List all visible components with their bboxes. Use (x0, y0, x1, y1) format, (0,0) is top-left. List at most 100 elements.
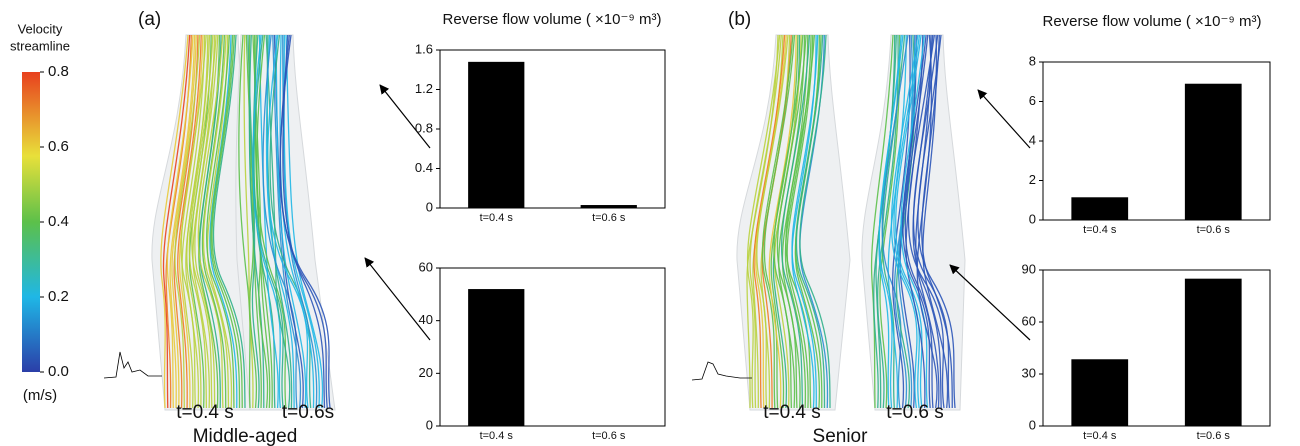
x-tick-label: t=0.6 s (592, 212, 626, 224)
streamline (211, 34, 243, 409)
streamline (283, 34, 320, 409)
y-tick-label: 0 (426, 417, 433, 432)
x-tick-label: t=0.4 s (1083, 224, 1117, 236)
streamline (177, 34, 202, 409)
streamline (890, 34, 919, 409)
colorbar-tick-label: 0.4 (48, 213, 69, 230)
streamline (181, 34, 206, 409)
streamline (275, 34, 307, 409)
bar (1071, 197, 1129, 220)
streamline (899, 34, 917, 409)
streamline (893, 34, 914, 409)
y-tick-label: 1.6 (415, 41, 433, 56)
streamline (781, 34, 809, 409)
panel-title: Reverse flow volume ( ×10⁻⁹ m³) (443, 11, 662, 28)
waveforms (103, 351, 752, 381)
streamline (188, 34, 212, 409)
streamline (256, 34, 287, 409)
panel-label: (a) (138, 9, 161, 30)
y-tick-label: 1.2 (415, 81, 433, 96)
x-tick-label: t=0.4 s (1083, 430, 1117, 442)
x-tick-label: t=0.6 s (1197, 430, 1231, 442)
y-tick-label: 0 (426, 199, 433, 214)
streamline (893, 34, 921, 409)
y-tick-label: 8 (1029, 53, 1036, 68)
bar (1184, 278, 1242, 426)
streamline (786, 34, 814, 409)
time-label: t=0.4 s (763, 402, 821, 423)
streamlines (151, 34, 966, 411)
streamline (206, 34, 233, 409)
streamline (269, 34, 312, 409)
panel-title: Reverse flow volume ( ×10⁻⁹ m³) (1043, 13, 1262, 30)
y-tick-label: 6 (1029, 93, 1036, 108)
bar (468, 289, 525, 426)
streamline (877, 34, 899, 409)
x-tick-label: t=0.6 s (1197, 224, 1231, 236)
arrow (949, 264, 1031, 341)
streamline (180, 34, 207, 409)
streamline (773, 34, 804, 409)
streamline (902, 34, 931, 409)
streamline (258, 34, 279, 409)
time-label: t=0.6 s (886, 402, 944, 423)
streamline (266, 34, 309, 409)
streamline (746, 34, 781, 409)
streamline (749, 34, 782, 409)
time-label: t=0.6s (282, 402, 334, 423)
streamline (776, 34, 807, 409)
y-tick-label: 0.4 (415, 160, 433, 175)
streamline (212, 34, 246, 409)
colorbar-unit: (m/s) (23, 387, 57, 404)
streamline (191, 34, 217, 409)
streamline (773, 34, 802, 409)
y-tick-label: 90 (1022, 261, 1036, 276)
y-tick-label: 0 (1029, 417, 1036, 432)
time-label: t=0.4 s (176, 402, 234, 423)
streamline (895, 34, 923, 409)
panel-label: (b) (728, 9, 751, 30)
colorbar-tick-label: 0.6 (48, 138, 69, 155)
streamline (785, 34, 816, 409)
streamline (791, 34, 819, 409)
y-tick-label: 0.8 (415, 120, 433, 135)
streamline (186, 34, 211, 409)
waveform (691, 361, 752, 381)
bar (1071, 359, 1129, 426)
colorbar-title: streamline (10, 38, 70, 53)
arrows (364, 84, 1031, 341)
group-label: Middle-aged (193, 426, 298, 446)
streamline (209, 34, 238, 409)
streamline (243, 34, 254, 409)
colorbar-title: Velocity (18, 21, 63, 36)
streamline (279, 34, 315, 409)
arrow (977, 89, 1031, 149)
streamline (210, 34, 241, 409)
bar (468, 61, 525, 208)
streamline (192, 34, 216, 409)
streamline (171, 34, 197, 409)
y-tick-label: 30 (1022, 365, 1036, 380)
streamline (174, 34, 201, 409)
streamline (206, 34, 235, 409)
streamline (780, 34, 811, 409)
streamline (199, 34, 222, 409)
streamline (761, 34, 794, 409)
streamline (173, 34, 199, 409)
y-tick-label: 4 (1029, 132, 1036, 147)
x-tick-label: t=0.4 s (480, 430, 514, 442)
streamline (201, 34, 227, 409)
group-label: Senior (813, 426, 869, 446)
y-tick-label: 60 (419, 259, 433, 274)
streamline (202, 34, 230, 409)
streamline (247, 34, 260, 409)
streamline (912, 34, 951, 409)
streamline (188, 34, 214, 409)
streamline (878, 34, 904, 409)
arrow (379, 84, 431, 149)
streamline (892, 34, 911, 409)
arrow (364, 257, 431, 341)
streamline (870, 34, 894, 409)
streamline (262, 34, 298, 409)
streamline (265, 34, 295, 409)
